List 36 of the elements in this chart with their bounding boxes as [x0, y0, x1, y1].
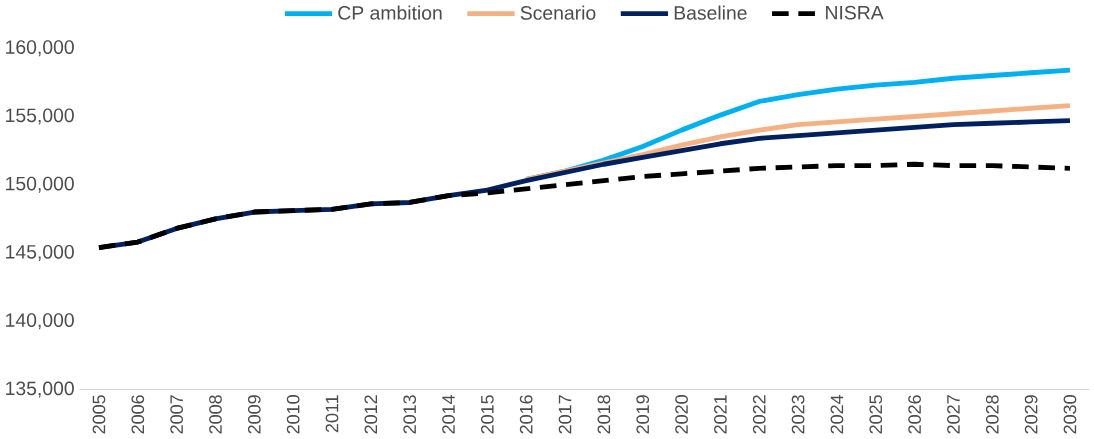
x-tick-label: 2024 — [830, 394, 844, 434]
x-tick-label: 2015 — [480, 395, 494, 434]
legend-label: Scenario — [520, 5, 596, 20]
x-tick-label: 2029 — [1024, 395, 1038, 434]
y-tick-label: 140,000 — [6, 313, 74, 330]
x-tick-label: 2023 — [791, 395, 805, 434]
x-tick-label: 2020 — [675, 395, 688, 434]
legend-label: CP ambition — [338, 5, 442, 20]
x-tick-label: 2011 — [325, 395, 339, 433]
x-tick-label: 2012 — [364, 395, 378, 434]
x-tick-label: 2019 — [636, 395, 650, 434]
y-tick-label: 155,000 — [6, 108, 74, 125]
x-tick-label: 2009 — [247, 395, 261, 434]
x-tick-label: 2006 — [131, 395, 145, 434]
x-tick-label: 2016 — [519, 395, 533, 434]
x-tick-label: 2022 — [752, 395, 766, 434]
x-tick-label: 2010 — [286, 395, 300, 434]
x-tick-label: 2005 — [92, 395, 106, 434]
x-tick-label: 2013 — [403, 395, 417, 434]
x-tick-label: 2030 — [1063, 395, 1077, 434]
x-tick-label: 2027 — [947, 395, 960, 434]
x-tick-label: 2014 — [442, 394, 455, 434]
x-tick-label: 2018 — [597, 395, 611, 434]
x-tick-label: 2021 — [714, 395, 727, 434]
x-tick-label: 2017 — [558, 395, 572, 434]
x-tick-label: 2026 — [908, 395, 921, 434]
x-tick-label: 2025 — [869, 395, 883, 434]
legend-label: Baseline — [674, 5, 747, 20]
y-tick-label: 135,000 — [6, 381, 74, 398]
x-tick-label: 2007 — [170, 395, 183, 434]
y-tick-label: 160,000 — [6, 40, 74, 57]
x-tick-label: 2028 — [985, 395, 999, 434]
x-tick-label: 2008 — [209, 395, 222, 434]
y-tick-label: 150,000 — [6, 176, 74, 193]
y-tick-label: 145,000 — [6, 244, 74, 261]
legend-label: NISRA — [826, 5, 884, 20]
